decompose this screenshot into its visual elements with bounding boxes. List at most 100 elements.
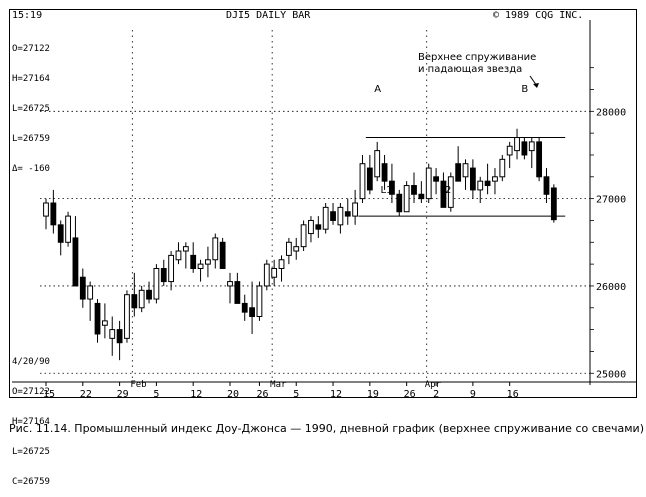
month-label: Apr: [425, 380, 442, 390]
candle-up: [168, 254, 175, 283]
candle-down: [79, 276, 86, 300]
y-tick-label: 25000: [596, 369, 626, 380]
candle-down: [72, 237, 79, 287]
candle-down: [344, 211, 351, 217]
top-quote: O=27122 H=27164 L=26725 L=26759 Δ= -160: [12, 24, 50, 184]
candle-down: [521, 141, 528, 156]
quote-date: 4/20/90: [12, 357, 50, 367]
candle-down: [411, 185, 417, 195]
candle-down: [536, 141, 543, 178]
x-tick-label: 26: [404, 389, 416, 400]
candle-up: [124, 294, 130, 339]
candle-up: [256, 285, 263, 318]
candle-up: [285, 241, 292, 256]
candle-down: [94, 302, 101, 335]
annotation-l1: L1: [381, 185, 393, 196]
candle-up: [506, 145, 513, 156]
candle-down: [146, 289, 152, 300]
candle-down: [440, 180, 447, 208]
annotation-text: и падающая звезда: [418, 64, 522, 75]
candle-up: [87, 285, 94, 300]
candle-up: [462, 163, 469, 178]
candle-up: [403, 185, 410, 213]
candle-down: [455, 163, 462, 182]
x-tick-label: 2: [433, 389, 439, 400]
candle-down: [160, 267, 167, 283]
header-time: 15:19: [12, 10, 43, 21]
candle-up: [263, 263, 270, 287]
quote-low: L=26725: [12, 447, 50, 457]
quote-last: L=26759: [12, 134, 50, 144]
candle-down: [389, 180, 395, 195]
candle-up: [425, 167, 432, 200]
chart-frame: [9, 9, 637, 398]
annotation-l2: L2: [439, 185, 451, 196]
x-tick-label: 9: [470, 389, 476, 400]
quote-open: O=27122: [12, 44, 50, 54]
candle-up: [528, 141, 535, 152]
candle-up: [212, 237, 219, 261]
annotation-b: B: [521, 84, 528, 95]
candle-down: [57, 224, 64, 243]
candle-up: [359, 163, 366, 200]
candle-down: [484, 180, 491, 187]
quote-change: Δ= -160: [12, 164, 50, 174]
x-tick-label: 5: [153, 389, 159, 400]
candle-down: [50, 202, 57, 226]
y-tick-label: 28000: [596, 107, 626, 118]
candle-down: [330, 211, 336, 221]
candle-down: [241, 302, 248, 313]
candle-down: [381, 163, 388, 182]
candle-up: [492, 176, 498, 182]
month-label: Feb: [130, 380, 146, 390]
candle-up: [352, 202, 359, 217]
candle-down: [116, 329, 123, 344]
candle-down: [543, 176, 550, 195]
candle-down: [131, 294, 138, 309]
candle-up: [278, 259, 285, 269]
candle-down: [315, 224, 322, 230]
candle-up: [153, 267, 160, 300]
candle-up: [447, 176, 454, 208]
candle-up: [101, 320, 108, 326]
candle-up: [109, 329, 116, 339]
candle-down: [418, 193, 425, 200]
candle-up: [175, 250, 182, 261]
candle-up: [499, 158, 506, 178]
candle-up: [293, 246, 300, 252]
candle-up: [322, 206, 329, 230]
annotation-arrowhead: [533, 83, 539, 88]
quote-high: H=27164: [12, 417, 50, 427]
candle-up: [514, 137, 520, 152]
x-tick-label: 12: [330, 389, 342, 400]
candle-up: [477, 180, 484, 191]
x-tick-label: 12: [190, 389, 202, 400]
candle-down: [219, 241, 226, 269]
x-tick-label: 15: [43, 389, 55, 400]
month-label: Mar: [270, 380, 287, 390]
annotation-text: Верхнее спруживание: [418, 52, 536, 63]
candle-down: [234, 281, 241, 304]
candle-up: [337, 206, 344, 226]
candle-up: [205, 259, 211, 265]
x-tick-label: 22: [80, 389, 92, 400]
candle-up: [197, 263, 204, 269]
quote-open: O=27122: [12, 387, 50, 397]
candle-up: [308, 219, 314, 235]
quote-high: H=27164: [12, 74, 50, 84]
x-tick-label: 19: [367, 389, 379, 400]
quote-close: C=26759: [12, 477, 50, 487]
candle-down: [249, 307, 255, 318]
candle-up: [43, 202, 49, 217]
candle-down: [550, 187, 557, 221]
quote-low: L=26725: [12, 104, 50, 114]
candle-up: [227, 281, 233, 287]
y-tick-label: 27000: [596, 195, 626, 206]
candle-up: [374, 150, 381, 178]
candle-down: [469, 167, 476, 191]
x-tick-label: 5: [293, 389, 299, 400]
candle-down: [190, 254, 197, 269]
x-tick-label: 26: [256, 389, 268, 400]
candle-up: [271, 267, 278, 278]
